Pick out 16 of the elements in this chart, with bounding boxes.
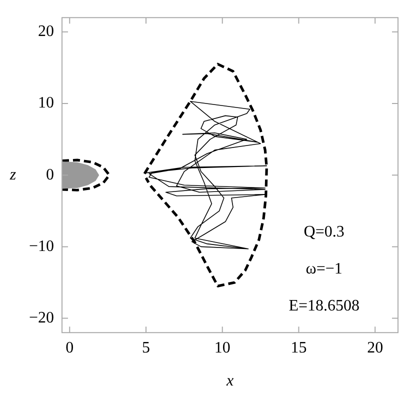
annotation: E=18.6508	[288, 297, 360, 314]
y-tick-label: 10	[38, 94, 54, 112]
y-tick-label: 20	[38, 23, 54, 40]
x-tick-label: 0	[66, 339, 74, 356]
annotation: Q=0.3	[304, 223, 344, 240]
x-tick-label: 5	[142, 339, 150, 356]
x-tick-label: 20	[367, 339, 384, 356]
x-tick-label: 10	[214, 339, 230, 356]
y-axis-title: z	[8, 166, 17, 184]
annotation: ω=−1	[306, 260, 342, 278]
line-series	[62, 158, 111, 192]
y-tick-label: −20	[28, 309, 54, 326]
y-tick-label: 0	[46, 166, 54, 184]
x-axis-title: x	[225, 372, 234, 390]
x-tick-label: 15	[290, 339, 307, 356]
y-tick-label: −10	[28, 238, 54, 255]
